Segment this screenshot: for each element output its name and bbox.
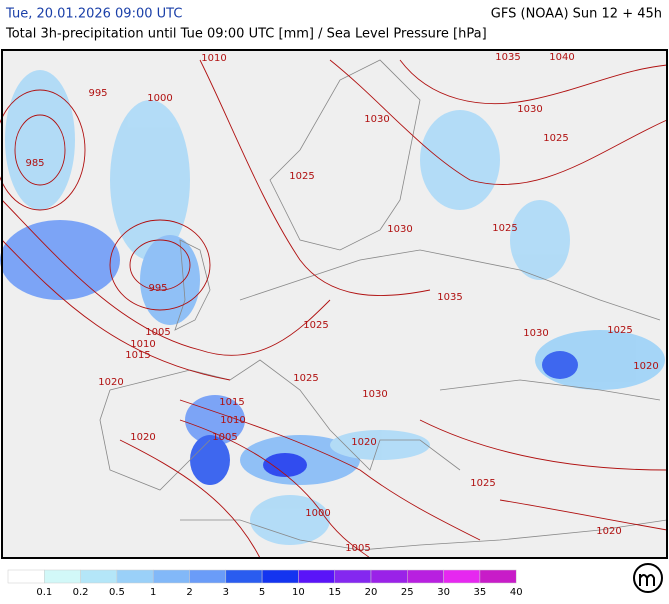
isobar-label: 1025 bbox=[303, 320, 328, 331]
isobar-labels: 1010 995 1000 985 1035 1040 1030 1030 1025 1025 10… bbox=[25, 52, 658, 554]
isobar-label: 1030 bbox=[387, 224, 412, 235]
coastlines bbox=[99, 59, 668, 551]
isobar-label: 995 bbox=[88, 88, 107, 99]
isobar-label: 1030 bbox=[517, 104, 542, 115]
legend-label: 5 bbox=[259, 587, 265, 598]
isobar-label: 1040 bbox=[549, 52, 574, 63]
isobar-label: 1030 bbox=[523, 328, 548, 339]
legend-swatch bbox=[225, 569, 263, 584]
isobar-label: 995 bbox=[148, 283, 167, 294]
legend-label: 0.2 bbox=[73, 587, 89, 598]
isobar-label: 1010 bbox=[130, 339, 155, 350]
legend-swatch bbox=[80, 569, 118, 584]
isobar-label: 1000 bbox=[305, 508, 330, 519]
legend-label: 30 bbox=[437, 587, 450, 598]
legend-swatch bbox=[334, 569, 372, 584]
isobar-label: 1015 bbox=[219, 397, 244, 408]
legend-swatch bbox=[7, 569, 45, 584]
legend-label: 35 bbox=[474, 587, 487, 598]
isobar-label: 1020 bbox=[130, 432, 155, 443]
isobar-label: 1030 bbox=[362, 389, 387, 400]
isobar-label: 1020 bbox=[596, 526, 621, 537]
isobar-label: 1035 bbox=[437, 292, 462, 303]
legend-swatch bbox=[479, 569, 517, 584]
isobar-label: 985 bbox=[25, 158, 44, 169]
legend-label: 40 bbox=[510, 587, 523, 598]
isobar-label: 1030 bbox=[364, 114, 389, 125]
legend-swatch bbox=[407, 569, 444, 584]
legend-swatch bbox=[116, 569, 154, 584]
legend-label: 20 bbox=[365, 587, 378, 598]
date: Tue, 20.01.2026 09:00 UTC bbox=[5, 7, 182, 22]
isobar-label: 1005 bbox=[145, 327, 170, 338]
isobar-label: 1020 bbox=[98, 377, 123, 388]
map-frame bbox=[1, 49, 668, 559]
isobar-label: 1010 bbox=[220, 415, 245, 426]
legend-swatch bbox=[443, 569, 481, 584]
isobar-label: 1025 bbox=[607, 325, 632, 336]
legend-label: 0.5 bbox=[109, 587, 125, 598]
isobar-label: 1025 bbox=[470, 478, 495, 489]
isobar-label: 1020 bbox=[633, 361, 658, 372]
legend: 0.1 0.2 0.5 1 2 3 5 10 15 20 25 30 35 40 bbox=[7, 569, 523, 598]
legend-swatch bbox=[370, 569, 408, 584]
legend-label: 2 bbox=[186, 587, 192, 598]
map-background bbox=[2, 50, 667, 558]
legend-swatch bbox=[152, 569, 190, 584]
precipitation bbox=[0, 70, 665, 545]
isobar-label: 1035 bbox=[495, 52, 520, 63]
subtitle: Total 3h-precipitation until Tue 09:00 U… bbox=[5, 27, 487, 42]
map-area: 1010 995 1000 985 1035 1040 1030 1030 1025 1025 10… bbox=[0, 49, 668, 559]
logo bbox=[633, 563, 663, 593]
isobar-label: 1025 bbox=[492, 223, 517, 234]
isobar-label: 1025 bbox=[543, 133, 568, 144]
isobar-label: 1000 bbox=[147, 93, 172, 104]
legend-label: 25 bbox=[401, 587, 414, 598]
legend-label: 10 bbox=[292, 587, 305, 598]
model: GFS (NOAA) Sun 12 + 45h bbox=[491, 7, 662, 22]
legend-swatch bbox=[189, 569, 227, 584]
isobar-label: 1010 bbox=[201, 53, 226, 64]
isobar-label: 1025 bbox=[289, 171, 314, 182]
isobar-label: 1025 bbox=[293, 373, 318, 384]
isobar-label: 1020 bbox=[351, 437, 376, 448]
legend-label: 3 bbox=[223, 587, 229, 598]
isobar-label: 1005 bbox=[212, 432, 237, 443]
legend-label: 15 bbox=[328, 587, 341, 598]
isobar-label: 1005 bbox=[345, 543, 370, 554]
legend-label: 0.1 bbox=[36, 587, 52, 598]
legend-swatch bbox=[44, 569, 81, 584]
legend-swatch bbox=[261, 569, 299, 584]
isobar-label: 1015 bbox=[125, 350, 150, 361]
isobar-lines bbox=[0, 59, 668, 559]
legend-swatch bbox=[298, 569, 335, 584]
legend-label: 1 bbox=[150, 587, 156, 598]
